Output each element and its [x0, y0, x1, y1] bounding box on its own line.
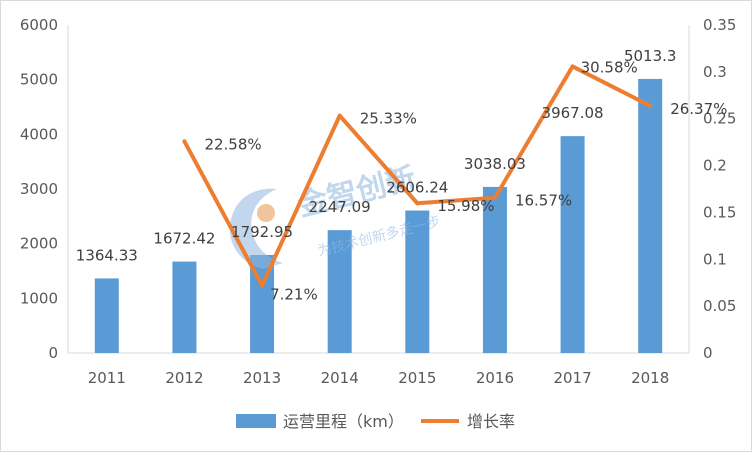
- y-left-tick-label: 5000: [20, 71, 58, 89]
- legend-line-label: 增长率: [467, 412, 515, 431]
- line-data-label: 15.98%: [437, 197, 494, 215]
- y-left-tick-label: 3000: [20, 180, 58, 198]
- bar-data-label: 3967.08: [542, 104, 604, 122]
- axes-group: 0 1000 2000 3000 4000 5000 6000 0 0.05 0.1 0.15 0.2…: [20, 16, 737, 387]
- line-data-label: 22.58%: [204, 135, 261, 153]
- y-left-tick-label: 6000: [20, 16, 58, 34]
- y-right-tick-label: 0.35: [703, 16, 736, 34]
- y-left-tick-label: 1000: [20, 289, 58, 307]
- bar: [94, 278, 119, 353]
- line-data-label: 30.58%: [581, 58, 638, 76]
- bar: [560, 136, 585, 353]
- line-data-label: 7.21%: [270, 285, 318, 303]
- line-point: [260, 283, 265, 288]
- bar-data-label: 1672.42: [153, 230, 215, 248]
- line-data-label: 25.33%: [360, 110, 417, 128]
- line-point: [570, 64, 575, 69]
- bar-data-label: 1792.95: [231, 223, 293, 241]
- y-left-tick-label: 0: [48, 344, 58, 362]
- y-right-tick-label: 0: [703, 344, 713, 362]
- bar-data-label: 3038.03: [464, 155, 526, 173]
- bar-data-label: 2606.24: [386, 179, 448, 197]
- bar: [172, 261, 197, 353]
- y-right-tick-label: 0.2: [703, 157, 727, 175]
- y-right-tick-label: 0.25: [703, 110, 736, 128]
- x-tick-label: 2011: [88, 369, 126, 387]
- line-group: [182, 64, 653, 288]
- legend-bar-swatch: [236, 414, 276, 428]
- y-right-tick-label: 0.3: [703, 63, 727, 81]
- line-point: [337, 113, 342, 118]
- y-right-tick-label: 0.1: [703, 250, 727, 268]
- x-tick-label: 2012: [165, 369, 203, 387]
- x-tick-label: 2014: [321, 369, 359, 387]
- x-tick-label: 2016: [476, 369, 514, 387]
- x-tick-label: 2013: [243, 369, 281, 387]
- line-point: [492, 195, 497, 200]
- legend: 运营里程（km） 增长率: [236, 412, 515, 431]
- bar-data-label: 5013.3: [624, 47, 677, 65]
- bar: [405, 210, 430, 353]
- bar-data-label: 2247.09: [309, 198, 371, 216]
- y-right-tick-label: 0.05: [703, 297, 736, 315]
- x-tick-label: 2017: [553, 369, 591, 387]
- line-point: [415, 201, 420, 206]
- data-labels-group: 1364.33 1672.42 1792.95 2247.09 2606.24 3038.…: [76, 47, 728, 303]
- x-tick-label: 2018: [631, 369, 669, 387]
- line-data-label: 16.57%: [515, 192, 572, 210]
- y-left-tick-label: 2000: [20, 235, 58, 253]
- bar: [327, 230, 352, 353]
- y-left-tick-label: 4000: [20, 125, 58, 143]
- legend-bar-label: 运营里程（km）: [283, 412, 404, 431]
- line-point: [648, 103, 653, 108]
- bar: [482, 186, 507, 353]
- y-right-tick-label: 0.15: [703, 203, 736, 221]
- x-tick-label: 2015: [398, 369, 436, 387]
- bar: [638, 78, 663, 353]
- line-point: [182, 139, 187, 144]
- line-data-label: 26.37%: [670, 100, 727, 118]
- bar-data-label: 1364.33: [76, 246, 138, 264]
